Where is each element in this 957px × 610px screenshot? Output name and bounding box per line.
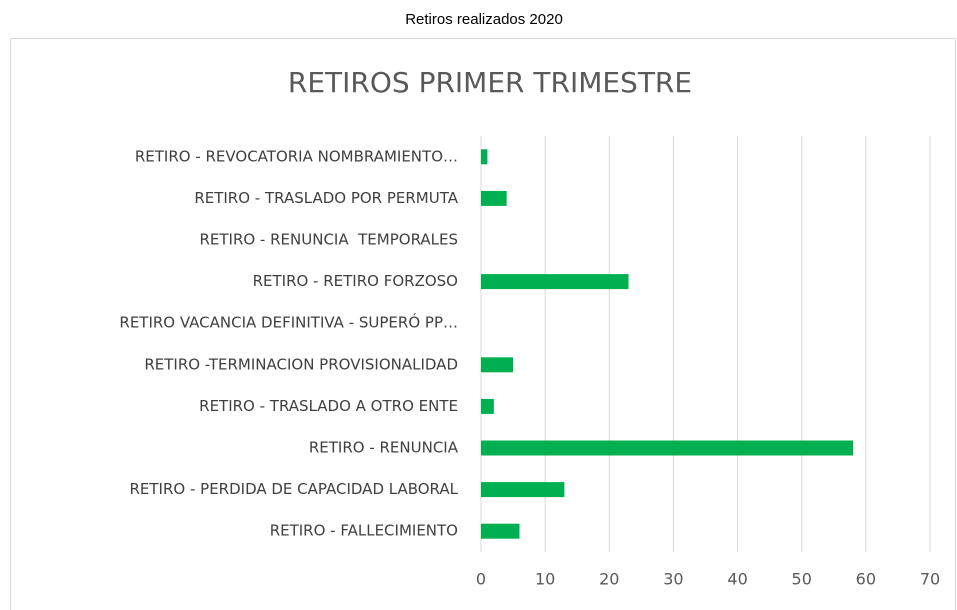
x-tick-label: 0 [476,570,486,589]
bar [481,482,565,498]
x-tick-label: 60 [856,570,876,589]
y-tick-label: RETIRO - TRASLADO A OTRO ENTE [199,397,458,415]
y-tick-label: RETIRO VACANCIA DEFINITIVA - SUPERÓ PP… [119,313,458,332]
y-tick-label: RETIRO - REVOCATORIA NOMBRAMIENTO… [135,147,458,165]
bar [481,149,488,165]
chart-frame [10,38,956,610]
y-tick-label: RETIRO - RETIRO FORZOSO [253,272,458,290]
page-heading: Retiros realizados 2020 [405,11,563,28]
x-tick-label: 20 [599,570,619,589]
bar [481,190,507,206]
y-tick-label: RETIRO -TERMINACION PROVISIONALIDAD [144,355,458,373]
y-tick-label: RETIRO - RENUNCIA TEMPORALES [199,231,458,249]
x-tick-label: 70 [920,570,940,589]
x-tick-label: 50 [792,570,812,589]
bar [481,523,520,539]
x-tick-label: 30 [663,570,683,589]
bar [481,398,494,414]
y-tick-label: RETIRO - FALLECIMIENTO [270,522,458,540]
bar [481,440,854,456]
x-tick-label: 10 [535,570,555,589]
y-tick-label: RETIRO - PERDIDA DE CAPACIDAD LABORAL [129,480,458,498]
chart-title: RETIROS PRIMER TRIMESTRE [288,66,692,99]
y-tick-label: RETIRO - RENUNCIA [309,439,459,457]
y-tick-label: RETIRO - TRASLADO POR PERMUTA [194,189,458,207]
x-tick-label: 40 [727,570,747,589]
bar [481,274,629,290]
bar [481,357,514,373]
